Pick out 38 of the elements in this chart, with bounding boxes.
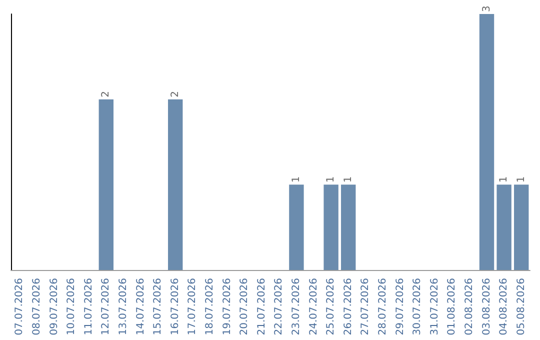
x-tick-label: 16.07.2026 xyxy=(170,278,181,336)
data-label: 3 xyxy=(481,6,492,12)
x-tick-label: 24.07.2026 xyxy=(308,278,320,336)
x-tick-label: 21.07.2026 xyxy=(256,278,268,336)
data-label: 2 xyxy=(100,90,112,98)
x-tick-label: 25.07.2026 xyxy=(326,278,337,336)
x-tick-label: 28.07.2026 xyxy=(377,278,388,336)
data-label: 1 xyxy=(516,176,527,183)
x-tick-label: 19.07.2026 xyxy=(222,278,233,336)
x-tick-label: 31.07.2026 xyxy=(429,278,440,336)
x-tick-label: 12.07.2026 xyxy=(100,278,112,336)
x-tick-label: 20.07.2026 xyxy=(239,278,250,336)
x-tick-label: 23.07.2026 xyxy=(290,278,302,336)
data-label: 1 xyxy=(498,176,510,183)
x-tick-label: 08.07.2026 xyxy=(31,278,42,336)
x-tick-label: 02.08.2026 xyxy=(464,278,475,336)
x-tick-label: 14.07.2026 xyxy=(135,278,146,336)
x-tick-label: 13.07.2026 xyxy=(118,278,129,336)
x-tick-label: 29.07.2026 xyxy=(394,278,406,336)
x-tick-label: 22.07.2026 xyxy=(274,278,285,336)
x-tick-label: 17.07.2026 xyxy=(187,278,198,336)
x-tick-label: 05.08.2026 xyxy=(516,278,527,336)
x-tick-label: 26.07.2026 xyxy=(342,278,354,336)
x-tick-label: 04.08.2026 xyxy=(498,278,510,336)
x-tick-label: 10.07.2026 xyxy=(66,278,78,336)
x-tick-label: 09.07.2026 xyxy=(48,278,60,336)
data-label: 1 xyxy=(326,176,337,183)
x-tick-label: 30.07.2026 xyxy=(412,278,424,336)
data-label: 1 xyxy=(290,176,302,183)
x-tick-label: 01.08.2026 xyxy=(446,278,458,336)
data-label: 1 xyxy=(342,176,354,183)
x-tick-label: 15.07.2026 xyxy=(152,278,164,336)
x-tick-label: 07.07.2026 xyxy=(14,278,26,336)
x-tick-label: 18.07.2026 xyxy=(204,278,216,336)
x-tick-label: 11.07.2026 xyxy=(83,278,94,336)
x-tick-label: 03.08.2026 xyxy=(481,278,492,336)
data-label: 2 xyxy=(170,90,181,98)
x-tick-label: 27.07.2026 xyxy=(360,278,372,336)
